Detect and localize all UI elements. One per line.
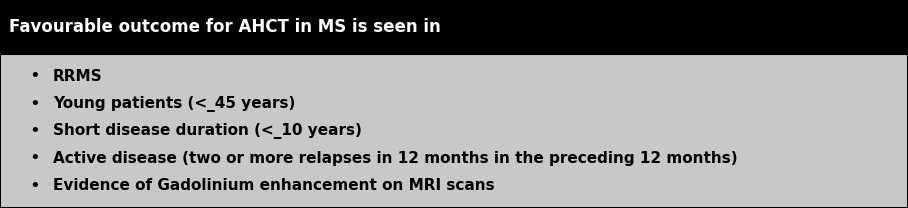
Bar [0,0,908,54]
Text: •: • [29,95,40,113]
Text: •: • [29,122,40,140]
Text: •: • [29,177,40,195]
Text: RRMS: RRMS [53,69,103,84]
Text: •: • [29,150,40,167]
Text: Evidence of Gadolinium enhancement on MRI scans: Evidence of Gadolinium enhancement on MR… [53,178,494,193]
Text: Active disease (two or more relapses in 12 months in the preceding 12 months): Active disease (two or more relapses in … [53,151,737,166]
Text: Favourable outcome for AHCT in MS is seen in: Favourable outcome for AHCT in MS is see… [9,18,440,36]
Text: Short disease duration (<_10 years): Short disease duration (<_10 years) [53,123,361,139]
Text: •: • [29,67,40,85]
Text: Young patients (<_45 years): Young patients (<_45 years) [53,96,295,111]
